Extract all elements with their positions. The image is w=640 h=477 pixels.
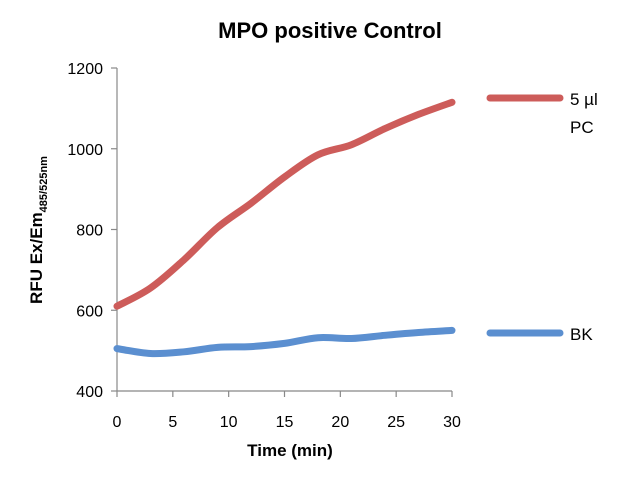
y-axis-label-subscript: 485/525nm: [38, 156, 50, 212]
x-tick-label: 25: [387, 414, 405, 431]
axes: 400 600 800 1000 1200 0 5 10 15 20 25 30: [67, 61, 461, 431]
y-tick-label: 600: [76, 303, 103, 320]
y-axis-label-main: RFU Ex/Em: [27, 212, 46, 304]
x-tick-label: 10: [220, 414, 238, 431]
series-layer: [113, 98, 456, 358]
x-axis-label: Time (min): [247, 441, 333, 460]
legend-label-0: PC: [570, 118, 594, 137]
y-axis-label: RFU Ex/Em485/525nm: [27, 156, 50, 304]
x-tick-label: 20: [331, 414, 349, 431]
series-line-0: [113, 98, 456, 310]
legend: 5 µl PC BK: [486, 90, 598, 344]
x-tick-label: 30: [443, 414, 461, 431]
y-tick-label: 800: [76, 223, 103, 240]
y-tick-label: 1000: [67, 142, 103, 159]
series-line-1: [113, 326, 456, 358]
chart-title: MPO positive Control: [218, 18, 442, 43]
y-tick-label: 1200: [67, 61, 103, 78]
x-tick-label: 15: [276, 414, 294, 431]
legend-label-1: BK: [570, 325, 593, 344]
legend-label-0: 5 µl: [570, 90, 598, 109]
x-tick-label: 5: [168, 414, 177, 431]
x-tick-label: 0: [113, 414, 122, 431]
y-tick-label: 400: [76, 384, 103, 401]
